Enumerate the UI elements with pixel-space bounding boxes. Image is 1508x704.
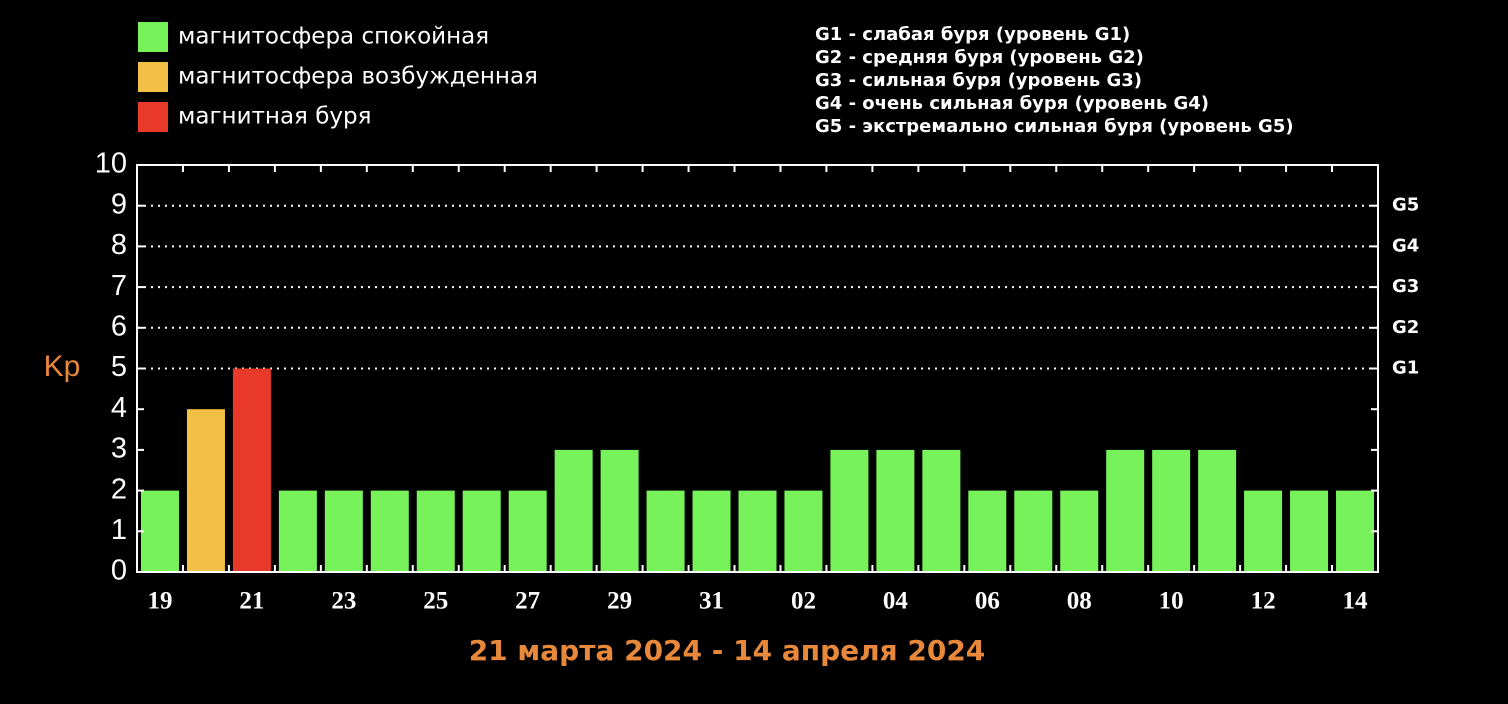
x-axis-title: 21 марта 2024 - 14 апреля 2024: [469, 634, 986, 667]
x-tick-label: 08: [1067, 588, 1092, 615]
bar: [1060, 490, 1099, 572]
bar: [186, 409, 225, 572]
y-tick-label: 4: [111, 392, 127, 424]
y2-tick-label: G3: [1392, 276, 1419, 297]
y-tick-label: 7: [111, 270, 127, 302]
bar: [646, 490, 685, 572]
x-tick-label: 04: [883, 588, 909, 615]
legend-label: магнитосфера спокойная: [178, 24, 489, 50]
y-tick-label: 9: [111, 188, 127, 220]
bar: [692, 490, 731, 572]
bar: [738, 490, 777, 572]
y-tick-label: 10: [95, 148, 127, 180]
y-tick-label: 5: [111, 351, 127, 383]
y2-tick-label: G1: [1392, 358, 1419, 379]
note: G4 - очень сильная буря (уровень G4): [815, 93, 1209, 114]
x-tick-label: 06: [975, 588, 1000, 615]
bar: [416, 490, 455, 572]
bar: [1290, 490, 1329, 572]
x-tick-label: 23: [331, 588, 356, 615]
bar: [1336, 490, 1375, 572]
bar: [508, 490, 547, 572]
legend-label: магнитная буря: [178, 104, 371, 130]
legend-swatch: [138, 22, 168, 52]
bar: [324, 490, 363, 572]
x-tick-label: 14: [1343, 588, 1369, 615]
x-tick-label: 29: [607, 588, 632, 615]
bar: [600, 449, 639, 572]
legend-swatch: [138, 102, 168, 132]
y-tick-label: 6: [111, 310, 127, 342]
x-tick-label: 31: [699, 588, 724, 615]
y-tick-label: 8: [111, 229, 127, 261]
bar: [922, 449, 961, 572]
plot-frame: [136, 164, 1379, 573]
x-tick-label: 21: [239, 588, 264, 615]
y2-tick-label: G2: [1392, 317, 1419, 338]
x-tick-label: 02: [791, 588, 816, 615]
y2-tick-label: G5: [1392, 195, 1419, 216]
bar: [968, 490, 1007, 572]
bar: [232, 368, 271, 572]
bar: [1244, 490, 1283, 572]
bar: [876, 449, 915, 572]
bar: [830, 449, 869, 572]
bar: [462, 490, 501, 572]
bar: [1106, 449, 1145, 572]
x-tick-label: 19: [147, 588, 172, 615]
bar: [278, 490, 317, 572]
y-tick-label: 3: [111, 433, 127, 465]
bar: [1198, 449, 1237, 572]
x-tick-label: 10: [1159, 588, 1184, 615]
note: G1 - слабая буря (уровень G1): [815, 24, 1130, 45]
x-tick-label: 27: [515, 588, 540, 615]
bar: [554, 449, 593, 572]
bar: [370, 490, 409, 572]
x-tick-label: 12: [1251, 588, 1276, 615]
bar: [1014, 490, 1053, 572]
note: G3 - сильная буря (уровень G3): [815, 70, 1142, 91]
y-axis-title: Kp: [44, 350, 81, 383]
bar: [784, 490, 823, 572]
legend-swatch: [138, 62, 168, 92]
note: G5 - экстремально сильная буря (уровень …: [815, 116, 1294, 137]
bar: [140, 490, 179, 572]
y-tick-label: 0: [111, 555, 127, 587]
x-tick-label: 25: [423, 588, 448, 615]
y2-tick-label: G4: [1392, 235, 1419, 256]
bar: [1152, 449, 1191, 572]
y-tick-label: 1: [111, 514, 127, 546]
note: G2 - средняя буря (уровень G2): [815, 47, 1144, 68]
y-tick-label: 2: [111, 473, 127, 505]
legend-label: магнитосфера возбужденная: [178, 64, 538, 90]
